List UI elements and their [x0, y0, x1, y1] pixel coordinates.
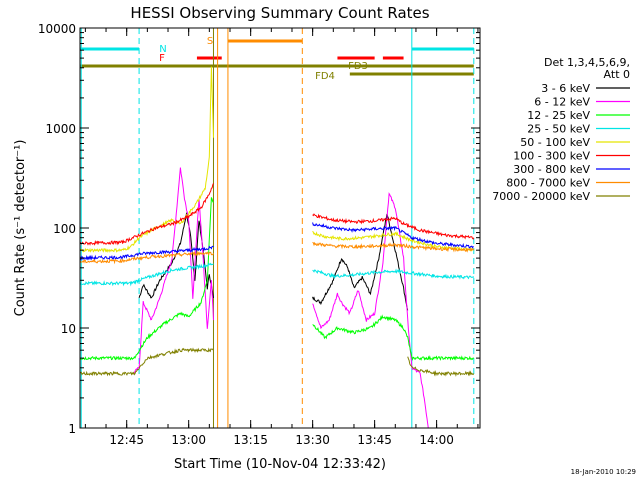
flag-label-n: N [159, 44, 166, 55]
series-line-5-1 [312, 213, 475, 240]
legend-label-1: 6 - 12 keV [534, 96, 590, 109]
series-line-2-1 [312, 314, 474, 361]
series-layer [79, 66, 475, 429]
series-line-2-0 [79, 197, 214, 361]
y-tick-label-0: 1 [68, 422, 76, 436]
x-tick-label-5: 14:00 [419, 433, 454, 447]
legend-label-6: 300 - 800 keV [513, 163, 590, 176]
legend-label-4: 50 - 100 keV [520, 136, 590, 149]
series-line-8-1 [407, 356, 475, 377]
series-line-7-1 [312, 241, 475, 253]
y-tick-label-1: 10 [61, 322, 76, 336]
y-tick-label-4: 10000 [38, 22, 76, 36]
x-tick-label-0: 12:45 [109, 433, 144, 447]
legend-label-8: 7000 - 20000 keV [492, 190, 590, 203]
series-line-4-1 [312, 230, 475, 252]
legend-label-0: 3 - 6 keV [541, 82, 590, 95]
series-line-7-0 [79, 250, 214, 265]
legend-subtitle: Att 0 [604, 68, 630, 81]
series-line-3-1 [312, 268, 475, 280]
x-tick-label-4: 13:45 [357, 433, 392, 447]
series-line-8-0 [79, 347, 214, 377]
series-line-1-1 [312, 192, 429, 429]
plot-frame [79, 27, 481, 429]
series-line-6-1 [312, 222, 474, 249]
timestamp: 18-Jan-2010 10:29 [571, 468, 636, 476]
series-line-5-0 [79, 183, 214, 246]
legend-label-3: 25 - 50 keV [527, 123, 590, 136]
y-tick-label-3: 1000 [45, 122, 76, 136]
series-line-3-0 [79, 262, 214, 287]
legend-label-5: 100 - 300 keV [513, 150, 590, 163]
y-axis: 1 10 100 1000 10000 [38, 22, 480, 436]
x-axis: 12:45 13:00 13:15 13:30 13:45 14:00 [84, 28, 479, 447]
chart-title: HESSI Observing Summary Count Rates [130, 4, 429, 22]
y-tick-label-2: 100 [53, 222, 76, 236]
legend-label-2: 12 - 25 keV [527, 109, 590, 122]
legend-label-7: 800 - 7000 keV [506, 177, 590, 190]
y-axis-label: Count Rate (s⁻¹ detector⁻¹) [13, 140, 28, 317]
series-line-1-0 [132, 167, 214, 374]
series-line-0-0 [138, 212, 214, 299]
x-axis-label: Start Time (10-Nov-04 12:33:42) [174, 457, 386, 472]
legend-title: Det 1,3,4,5,6,9, [544, 56, 630, 69]
x-tick-label-3: 13:30 [295, 433, 330, 447]
series-line-4-0 [79, 66, 214, 253]
x-tick-label-2: 13:15 [233, 433, 268, 447]
flag-label-f: F [159, 53, 165, 64]
x-tick-label-1: 13:00 [171, 433, 206, 447]
flag-label-fd4: FD4 [315, 71, 335, 82]
flag-label-fd3: FD3 [348, 61, 368, 72]
series-line-6-0 [79, 245, 214, 261]
flag-label-s: S [207, 36, 213, 47]
